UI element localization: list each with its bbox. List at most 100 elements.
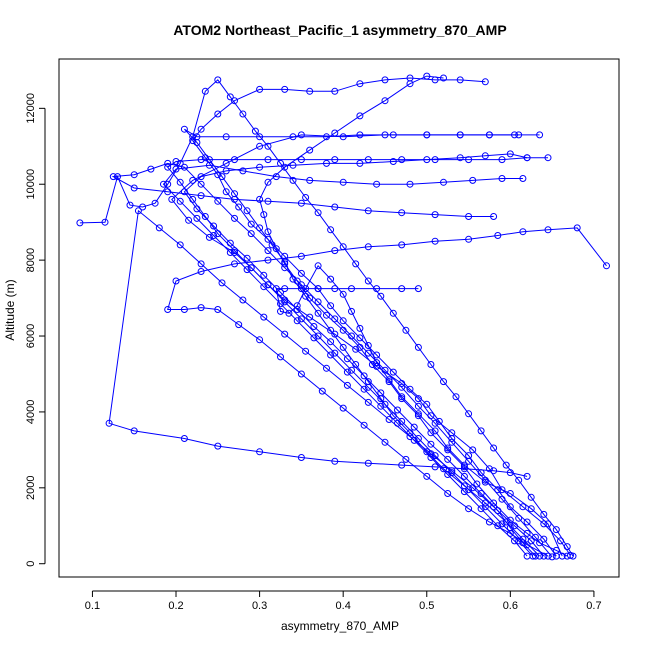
data-point-9-25 — [256, 163, 264, 171]
data-point-4-28 — [231, 97, 238, 105]
data-point-4-20 — [247, 220, 255, 228]
data-point-4-12 — [373, 351, 381, 359]
data-point-1-14 — [306, 313, 314, 321]
data-point-10-6 — [431, 452, 439, 460]
data-point-8-28 — [256, 133, 264, 141]
data-point-3-26 — [331, 285, 339, 293]
data-point-3-20 — [285, 309, 293, 317]
data-point-9-13 — [327, 338, 335, 346]
data-point-1-19 — [205, 233, 213, 241]
data-point-9-9 — [394, 406, 401, 414]
data-point-7-25 — [256, 448, 264, 456]
data-point-11-32 — [469, 176, 477, 184]
data-point-11-2 — [494, 522, 502, 530]
data-point-10-27 — [264, 156, 272, 164]
data-point-5-6 — [448, 438, 456, 446]
data-point-6-21 — [197, 268, 205, 275]
data-point-6-12 — [297, 370, 305, 378]
data-point-4-33 — [356, 80, 364, 88]
data-point-6-8 — [381, 438, 389, 446]
data-point-8-6 — [423, 448, 431, 456]
data-point-0-35 — [139, 203, 147, 211]
data-point-8-33 — [423, 131, 431, 139]
data-point-9-7 — [427, 440, 435, 448]
data-point-7-20 — [134, 207, 142, 215]
data-point-11-19 — [210, 232, 218, 239]
data-point-1-18 — [231, 249, 238, 256]
data-point-10-17 — [247, 264, 255, 272]
x-tick-label-1: 0.2 — [168, 600, 183, 612]
data-point-4-31 — [306, 87, 314, 95]
data-point-5-31 — [264, 197, 272, 205]
data-point-0-39 — [76, 219, 84, 227]
x-tick-label-6: 0.7 — [586, 600, 601, 612]
data-point-4-36 — [431, 76, 439, 84]
data-point-10-26 — [231, 156, 238, 164]
data-point-2-21 — [264, 228, 272, 236]
data-point-5-20 — [214, 197, 222, 205]
data-point-0-11 — [440, 378, 447, 386]
data-point-6-14 — [256, 336, 264, 344]
data-point-4-26 — [197, 125, 205, 133]
data-point-5-9 — [398, 383, 406, 391]
data-point-4-22 — [222, 188, 230, 196]
data-point-2-10 — [414, 412, 422, 420]
data-point-10-32 — [431, 156, 439, 164]
series-line-10 — [166, 157, 548, 557]
data-point-2-6 — [473, 480, 481, 488]
data-point-0-27 — [239, 110, 247, 118]
data-point-10-7 — [414, 435, 422, 442]
data-point-2-23 — [256, 195, 264, 203]
data-point-0-30 — [201, 87, 209, 95]
data-point-0-33 — [164, 180, 172, 188]
data-point-6-19 — [164, 306, 172, 313]
data-point-6-9 — [360, 421, 368, 429]
data-point-9-27 — [323, 159, 330, 167]
data-point-8-12 — [339, 343, 347, 351]
data-point-7-19 — [155, 224, 163, 232]
data-point-4-17 — [297, 269, 305, 277]
data-point-4-10 — [406, 385, 414, 393]
data-point-3-15 — [339, 290, 347, 298]
plot-area — [76, 72, 610, 561]
data-point-6-32 — [544, 226, 552, 234]
data-point-5-4 — [481, 476, 489, 484]
data-point-3-16 — [327, 275, 335, 283]
data-point-8-36 — [515, 131, 523, 139]
data-point-0-18 — [352, 260, 360, 268]
data-point-10-2 — [498, 520, 506, 528]
data-point-4-4 — [494, 486, 502, 494]
data-point-7-18 — [176, 241, 184, 249]
data-point-10-23 — [164, 163, 172, 171]
data-point-3-24 — [297, 285, 305, 293]
data-point-11-16 — [260, 283, 268, 291]
data-point-3-5 — [460, 461, 468, 469]
data-point-9-23 — [197, 173, 205, 181]
data-point-8-30 — [323, 133, 330, 141]
data-point-0-5 — [515, 476, 523, 484]
data-point-2-24 — [264, 178, 272, 186]
data-point-5-34 — [364, 207, 372, 215]
data-point-5-32 — [297, 199, 305, 207]
data-point-5-0 — [548, 553, 556, 561]
data-point-8-3 — [481, 499, 489, 507]
data-point-10-8 — [398, 417, 406, 425]
data-point-11-13 — [310, 334, 318, 342]
data-point-6-17 — [197, 304, 205, 312]
data-point-1-25 — [297, 131, 305, 139]
data-point-7-0 — [540, 552, 548, 560]
data-point-11-3 — [477, 505, 485, 513]
series-line-2 — [259, 75, 568, 557]
data-point-7-33 — [506, 469, 514, 477]
data-point-5-22 — [180, 163, 188, 171]
data-point-4-32 — [331, 87, 339, 95]
data-point-8-35 — [485, 131, 493, 139]
data-point-6-30 — [494, 232, 502, 239]
data-point-3-22 — [272, 285, 280, 293]
data-point-1-1 — [557, 537, 564, 545]
data-point-7-31 — [460, 465, 468, 473]
data-point-1-20 — [185, 216, 193, 224]
data-point-3-8 — [414, 410, 422, 418]
data-point-6-16 — [214, 306, 222, 313]
data-point-6-10 — [339, 404, 347, 412]
